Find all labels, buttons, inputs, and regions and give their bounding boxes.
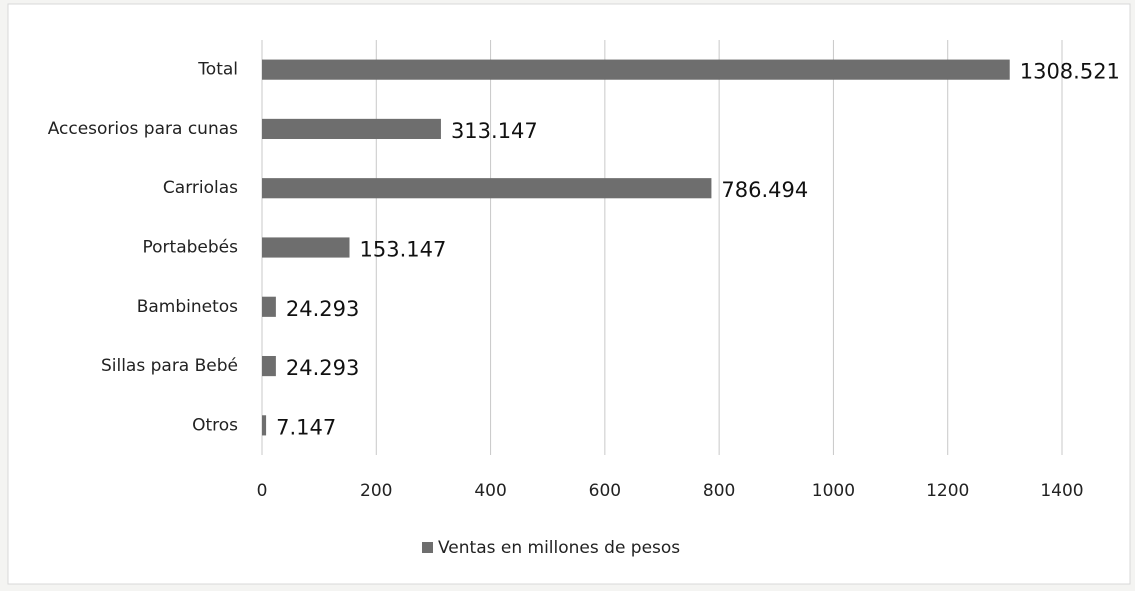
bar (262, 415, 267, 436)
data-label: 7.147 (276, 415, 336, 439)
x-tick-label: 0 (257, 481, 268, 501)
bar (262, 355, 276, 377)
legend-swatch (422, 542, 433, 553)
bar (262, 237, 350, 258)
x-tick-label: 1000 (812, 481, 855, 501)
x-tick-label: 1400 (1040, 481, 1083, 501)
bar (262, 296, 276, 317)
data-label: 313.147 (451, 119, 538, 143)
x-tick-label: 600 (589, 481, 621, 501)
x-tick-label: 400 (474, 481, 506, 501)
x-tick-label: 200 (360, 481, 392, 501)
y-tick-label: Total (197, 60, 238, 80)
bar (262, 118, 441, 140)
y-tick-label: Sillas para Bebé (101, 356, 238, 376)
data-label: 786.494 (721, 178, 808, 202)
data-label: 24.293 (286, 356, 359, 380)
bar (262, 59, 1010, 80)
x-tick-label: 1200 (926, 481, 969, 501)
y-tick-label: Accesorios para cunas (48, 119, 238, 139)
y-tick-label: Otros (192, 415, 238, 435)
y-tick-label: Portabebés (143, 238, 239, 258)
data-label: 153.147 (360, 238, 447, 262)
x-tick-label: 800 (703, 481, 735, 501)
legend-label: Ventas en millones de pesos (438, 538, 680, 558)
chart-frame (7, 3, 1131, 585)
data-label: 1308.521 (1020, 60, 1120, 84)
y-tick-label: Bambinetos (137, 297, 238, 317)
bar (262, 178, 712, 199)
y-tick-label: Carriolas (163, 178, 238, 198)
data-label: 24.293 (286, 297, 359, 321)
